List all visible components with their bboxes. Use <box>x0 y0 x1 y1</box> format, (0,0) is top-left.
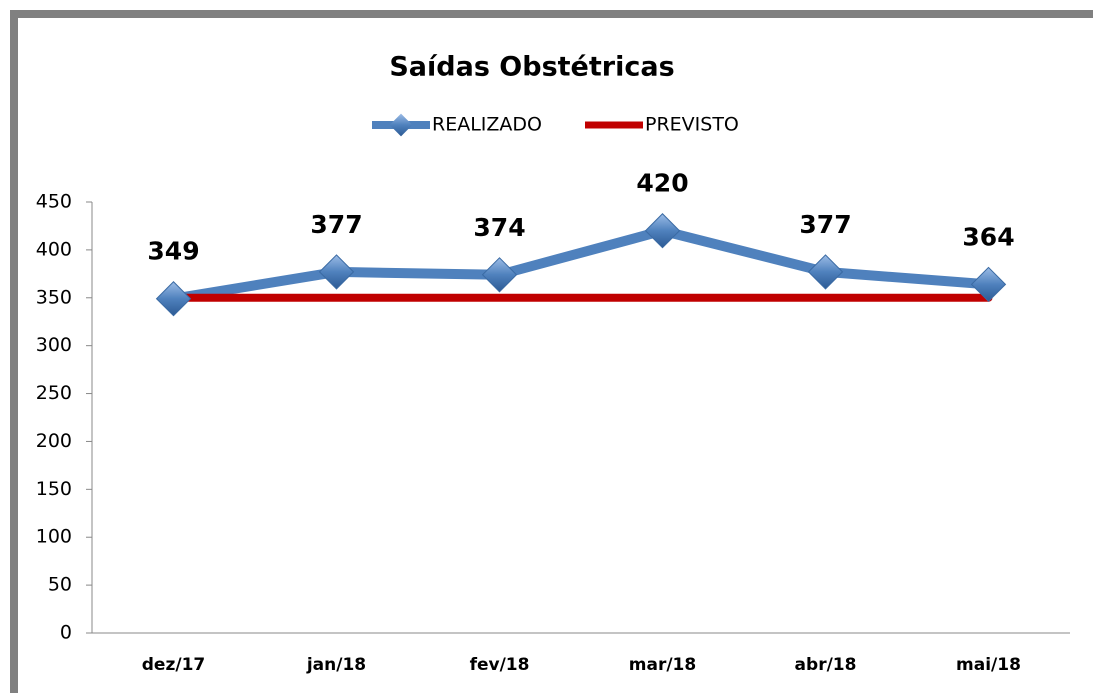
marker <box>318 254 355 290</box>
x-tick-label: mar/18 <box>629 655 696 675</box>
marker <box>481 257 518 293</box>
data-label: 364 <box>962 222 1014 251</box>
legend-label: REALIZADO <box>432 114 542 136</box>
y-tick-label: 450 <box>36 191 72 213</box>
y-tick-label: 0 <box>60 622 72 644</box>
chart-title: Saídas Obstétricas <box>389 52 674 83</box>
data-label: 377 <box>799 210 851 239</box>
y-tick-label: 250 <box>36 382 72 404</box>
y-tick-label: 150 <box>36 478 72 500</box>
x-tick-label: fev/18 <box>470 655 530 675</box>
chart-frame <box>10 10 1093 697</box>
data-label: 349 <box>147 237 199 266</box>
marker <box>970 266 1007 303</box>
y-tick-label: 400 <box>36 238 72 260</box>
x-tick-label: mai/18 <box>956 655 1021 675</box>
y-tick-label: 200 <box>36 430 72 452</box>
marker <box>807 254 844 290</box>
y-tick-label: 50 <box>48 574 72 596</box>
x-tick-label: dez/17 <box>142 655 205 675</box>
series-line <box>168 225 994 304</box>
x-tick-label: abr/18 <box>795 655 857 675</box>
y-tick-label: 100 <box>36 526 72 548</box>
y-tick-label: 300 <box>36 334 72 356</box>
marker <box>644 213 681 249</box>
x-tick-label: jan/18 <box>306 655 366 675</box>
data-label: 374 <box>473 213 525 242</box>
data-label: 420 <box>636 169 688 198</box>
y-tick-label: 350 <box>36 286 72 308</box>
legend-label: PREVISTO <box>645 114 739 136</box>
data-label: 377 <box>310 210 362 239</box>
marker <box>155 281 192 317</box>
